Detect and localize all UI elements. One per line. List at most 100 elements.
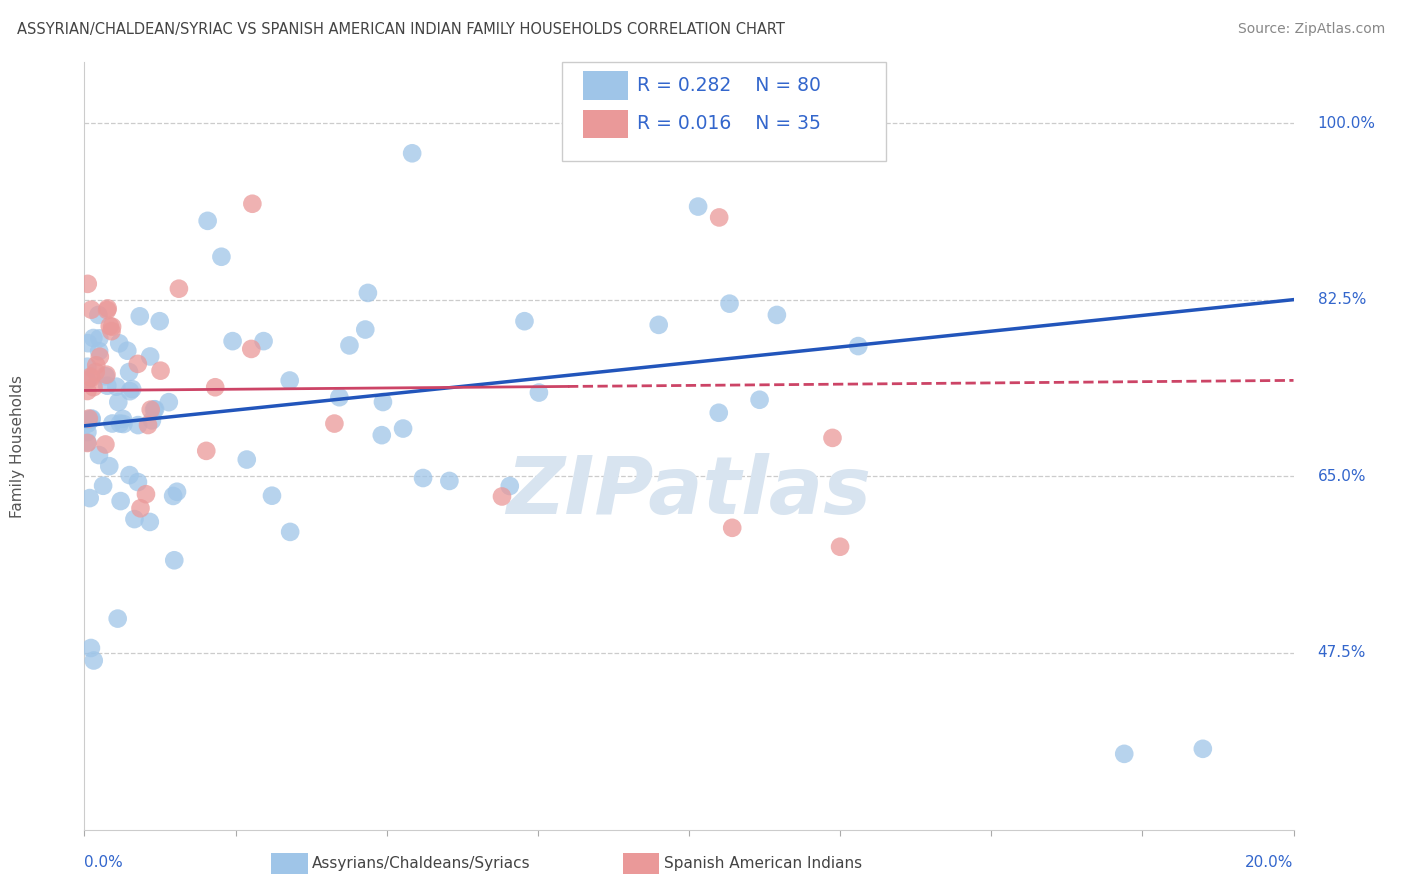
Point [371, 395, 394, 409]
Point [278, 524, 301, 539]
Point [97, 301, 120, 316]
Point [149, 364, 172, 378]
Point [87, 308, 110, 322]
Point [401, 146, 423, 161]
Point [688, 200, 710, 214]
Point [76, 374, 98, 388]
Point [110, 494, 132, 508]
Point [135, 487, 157, 501]
Point [118, 384, 141, 399]
Text: R = 0.282    N = 80: R = 0.282 N = 80 [637, 76, 821, 95]
Point [76, 417, 98, 431]
Point [167, 282, 190, 296]
Point [107, 395, 129, 409]
Point [195, 443, 218, 458]
Point [166, 484, 188, 499]
Point [513, 314, 536, 328]
Point [491, 490, 513, 504]
Point [648, 318, 671, 332]
Point [98, 459, 121, 474]
Text: 0.0%: 0.0% [84, 855, 124, 870]
Point [101, 417, 124, 431]
Point [89, 350, 111, 364]
Point [748, 392, 770, 407]
Point [76, 436, 98, 450]
Text: 82.5%: 82.5% [1317, 293, 1367, 307]
Text: 65.0%: 65.0% [1317, 469, 1367, 483]
Point [77, 336, 100, 351]
Text: Spanish American Indians: Spanish American Indians [664, 856, 862, 871]
Point [221, 334, 243, 348]
Point [80, 640, 103, 655]
Point [278, 374, 301, 388]
Text: ASSYRIAN/CHALDEAN/SYRIAC VS SPANISH AMERICAN INDIAN FAMILY HOUSEHOLDS CORRELATIO: ASSYRIAN/CHALDEAN/SYRIAC VS SPANISH AMER… [17, 22, 785, 37]
Point [707, 406, 730, 420]
Point [143, 402, 166, 417]
Point [108, 336, 131, 351]
Text: 20.0%: 20.0% [1246, 855, 1294, 870]
Text: Assyrians/Chaldeans/Syriacs: Assyrians/Chaldeans/Syriacs [312, 856, 530, 871]
Text: 47.5%: 47.5% [1317, 646, 1367, 660]
Point [163, 553, 186, 567]
Point [128, 310, 150, 324]
Point [76, 435, 98, 450]
Point [127, 475, 149, 489]
Point [77, 411, 100, 425]
Point [209, 250, 232, 264]
Point [107, 611, 129, 625]
Point [118, 365, 141, 379]
Point [236, 452, 259, 467]
Point [76, 359, 98, 374]
Point [439, 474, 461, 488]
Point [139, 402, 162, 417]
Point [118, 468, 141, 483]
Point [197, 214, 219, 228]
Point [117, 343, 139, 358]
Point [129, 501, 152, 516]
Point [157, 395, 180, 409]
Point [139, 350, 162, 364]
Point [204, 380, 226, 394]
Point [108, 417, 131, 431]
Point [141, 413, 163, 427]
Point [76, 384, 98, 398]
Point [100, 324, 122, 338]
Point [79, 491, 101, 505]
Point [260, 489, 283, 503]
Point [830, 540, 852, 554]
Point [98, 319, 121, 334]
Point [371, 428, 394, 442]
Point [412, 471, 434, 485]
Point [143, 402, 166, 417]
Point [83, 653, 105, 667]
Point [76, 413, 98, 427]
Point [252, 334, 274, 348]
Point [76, 425, 98, 439]
Point [139, 515, 162, 529]
Point [162, 489, 184, 503]
Point [323, 417, 346, 431]
Point [240, 196, 263, 211]
Point [96, 303, 118, 318]
Point [94, 437, 117, 451]
Point [846, 339, 869, 353]
Point [149, 314, 172, 328]
Point [80, 412, 103, 426]
Point [136, 418, 159, 433]
Point [80, 411, 103, 425]
Point [527, 385, 550, 400]
Point [127, 357, 149, 371]
Point [101, 319, 124, 334]
Point [111, 412, 134, 426]
Point [84, 365, 107, 379]
Point [821, 431, 844, 445]
Point [499, 479, 522, 493]
Point [127, 418, 149, 433]
Text: R = 0.016    N = 35: R = 0.016 N = 35 [637, 114, 821, 134]
Point [721, 521, 744, 535]
Text: Family Households: Family Households [10, 375, 25, 517]
Point [89, 344, 111, 359]
Point [84, 359, 107, 373]
Point [76, 277, 98, 291]
Point [1192, 741, 1215, 756]
